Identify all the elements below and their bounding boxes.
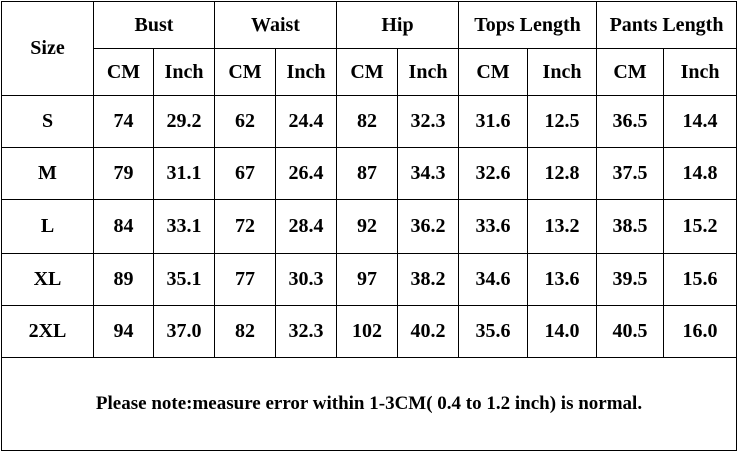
value-cell: 37.5 xyxy=(596,147,665,200)
table-row: XL 89 35.1 77 30.3 97 38.2 34.6 13.6 39.5 15.6 xyxy=(1,253,737,306)
value-cell: 14.8 xyxy=(663,147,737,200)
value-cell: 26.4 xyxy=(275,147,337,200)
value-cell: 34.6 xyxy=(458,253,528,306)
size-cell: L xyxy=(1,199,94,254)
size-cell: S xyxy=(1,95,94,148)
subheader-cell: CM xyxy=(336,48,398,96)
subheader-cell: Inch xyxy=(153,48,215,96)
value-cell: 89 xyxy=(93,253,154,306)
value-cell: 36.2 xyxy=(397,199,459,254)
value-cell: 92 xyxy=(336,199,398,254)
value-cell: 77 xyxy=(214,253,276,306)
value-cell: 37.0 xyxy=(153,305,215,358)
value-cell: 12.5 xyxy=(526,95,598,148)
header-cell: Pants Length xyxy=(596,1,737,49)
subheader-cell: CM xyxy=(214,48,276,96)
value-cell: 97 xyxy=(336,253,398,306)
value-cell: 28.4 xyxy=(275,199,337,254)
value-cell: 31.1 xyxy=(153,147,215,200)
value-cell: 16.0 xyxy=(663,305,737,358)
value-cell: 102 xyxy=(336,305,398,358)
value-cell: 82 xyxy=(214,305,276,358)
value-cell: 15.2 xyxy=(663,199,737,254)
size-cell: XL xyxy=(1,253,94,306)
value-cell: 34.3 xyxy=(397,147,459,200)
value-cell: 15.6 xyxy=(663,253,737,306)
value-cell: 32.3 xyxy=(275,305,337,358)
value-cell: 67 xyxy=(214,147,276,200)
value-cell: 84 xyxy=(93,199,154,254)
size-cell: M xyxy=(1,147,94,200)
subheader-cell: Inch xyxy=(397,48,459,96)
value-cell: 32.6 xyxy=(458,147,528,200)
value-cell: 62 xyxy=(214,95,276,148)
subheader-cell: CM xyxy=(93,48,154,96)
subheader-cell: Inch xyxy=(275,48,337,96)
value-cell: 72 xyxy=(214,199,276,254)
value-cell: 24.4 xyxy=(275,95,337,148)
value-cell: 31.6 xyxy=(458,95,528,148)
header-cell: Size xyxy=(1,1,94,96)
value-cell: 35.1 xyxy=(153,253,215,306)
subheader-cell: CM xyxy=(458,48,528,96)
subheader-cell: CM xyxy=(596,48,665,96)
value-cell: 35.6 xyxy=(458,305,528,358)
subheader-cell: Inch xyxy=(526,48,598,96)
value-cell: 32.3 xyxy=(397,95,459,148)
header-cell: Bust xyxy=(93,1,215,49)
note: Please note:measure error within 1-3CM( … xyxy=(0,357,737,451)
table-row: L 84 33.1 72 28.4 92 36.2 33.6 13.2 38.5 15.2 xyxy=(1,199,737,254)
value-cell: 94 xyxy=(93,305,154,358)
value-cell: 33.6 xyxy=(458,199,528,254)
value-cell: 79 xyxy=(93,147,154,200)
value-cell: 74 xyxy=(93,95,154,148)
value-cell: 13.6 xyxy=(526,253,598,306)
table-row: 2XL 94 37.0 82 32.3 102 40.2 35.6 14.0 40.5 16.0 xyxy=(1,305,737,358)
value-cell: 87 xyxy=(336,147,398,200)
value-cell: 36.5 xyxy=(596,95,665,148)
value-cell: 40.2 xyxy=(397,305,459,358)
value-cell: 33.1 xyxy=(153,199,215,254)
header-cell: Tops Length xyxy=(457,1,598,49)
value-cell: 14.0 xyxy=(526,305,598,358)
value-cell: 38.2 xyxy=(397,253,459,306)
value-cell: 40.5 xyxy=(596,305,665,358)
value-cell: 14.4 xyxy=(663,95,737,148)
value-cell: 82 xyxy=(336,95,398,148)
header-cell: Waist xyxy=(214,1,337,49)
size-cell: 2XL xyxy=(1,305,94,358)
value-cell: 29.2 xyxy=(153,95,215,148)
table-row: Size Bust Waist Hip Tops Length Pants Length xyxy=(1,1,737,96)
table-row: CM Inch CM Inch CM Inch CM Inch CM Inch xyxy=(2,48,737,96)
table-row: Please note:measure error within 1-3CM( … xyxy=(0,357,737,451)
value-cell: 38.5 xyxy=(596,199,665,254)
subheader-cell: Inch xyxy=(663,48,737,96)
table-row: M 79 31.1 67 26.4 87 34.3 32.6 12.8 37.5 14.8 xyxy=(1,147,737,200)
value-cell: 30.3 xyxy=(275,253,337,306)
table-row: S 74 29.2 62 24.4 82 32.3 31.6 12.5 36.5 14.4 xyxy=(1,95,737,148)
value-cell: 12.8 xyxy=(526,147,598,200)
header-cell: Hip xyxy=(336,1,459,49)
value-cell: 13.2 xyxy=(526,199,598,254)
value-cell: 39.5 xyxy=(596,253,665,306)
